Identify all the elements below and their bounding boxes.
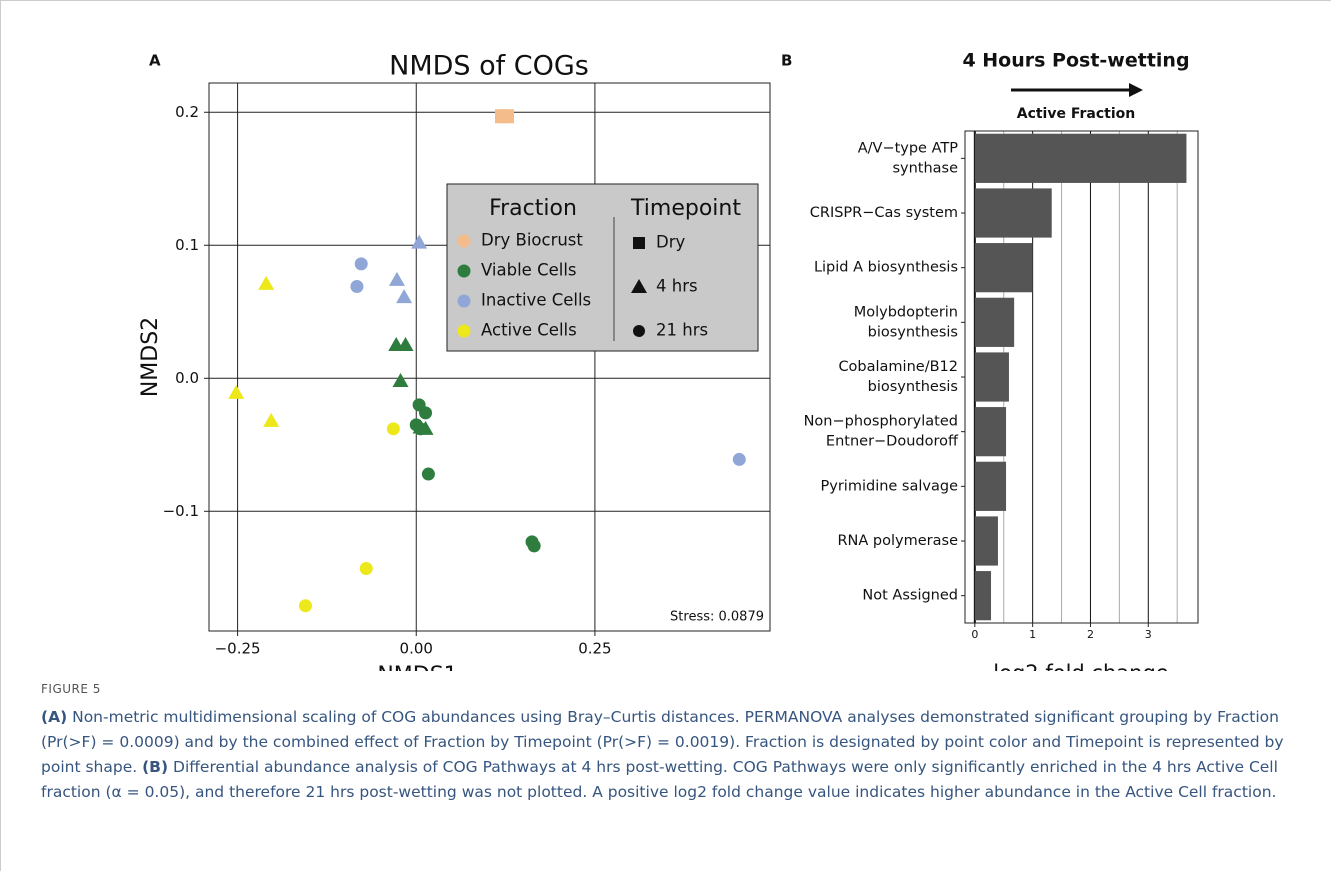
bar xyxy=(974,516,998,566)
point xyxy=(396,289,413,304)
point xyxy=(500,109,515,124)
y-tick-label: Molybdopterin xyxy=(854,304,958,320)
annotation: Stress: 0.0879 xyxy=(670,610,764,625)
bar xyxy=(974,461,1007,511)
y-tick-label: Not Assigned xyxy=(862,588,958,604)
point xyxy=(397,337,414,352)
x-tick-label: −0.25 xyxy=(215,640,261,658)
x-tick-label: 1 xyxy=(1029,628,1036,641)
legend-entry: 4 hrs xyxy=(656,277,698,296)
bar xyxy=(974,243,1033,293)
y-tick-label: Pyrimidine salvage xyxy=(821,478,959,494)
legend-shape xyxy=(631,279,647,293)
x-tick-label: 0.00 xyxy=(400,640,433,658)
legend-shape xyxy=(633,237,645,249)
point xyxy=(298,599,312,613)
legend-title: Fraction xyxy=(489,196,577,221)
legend-swatch xyxy=(457,294,471,308)
x-tick-label: 0.25 xyxy=(578,640,611,658)
legend-swatch xyxy=(457,234,471,248)
x-axis-label: NMDS1 xyxy=(377,663,457,671)
y-tick-label: Entner−Doudoroff xyxy=(826,434,959,450)
chart-title: 4 Hours Post-wetting xyxy=(962,50,1189,72)
panel-label: B xyxy=(781,52,792,70)
legend-box xyxy=(446,183,759,352)
point xyxy=(411,234,428,249)
point xyxy=(350,280,364,294)
caption-part: Differential abundance analysis of COG P… xyxy=(41,758,1278,801)
point xyxy=(354,257,368,271)
y-tick-label: Lipid A biosynthesis xyxy=(814,260,958,276)
caption-part: Non-metric multidimensional scaling of C… xyxy=(41,708,1284,776)
subtitle: Active Fraction xyxy=(1017,106,1136,122)
point xyxy=(388,271,405,286)
y-tick-label: Cobalamine/B12 xyxy=(838,359,958,375)
bar xyxy=(974,133,1187,183)
x-axis-label: log2 fold change xyxy=(993,661,1168,671)
charts: A NMDS of COGs −0.25 0.00 0.25 −0.1 0.0 0.1 0.2 N… xyxy=(138,50,1199,671)
caption-part: (A) xyxy=(41,708,68,726)
point xyxy=(392,372,409,387)
x-tick-label: 2 xyxy=(1087,628,1094,641)
y-tick-label: biosynthesis xyxy=(868,324,958,340)
point xyxy=(421,467,435,481)
y-tick-label: −0.1 xyxy=(163,502,199,520)
x-tick-label: 0 xyxy=(971,628,978,641)
point xyxy=(419,406,433,420)
bar xyxy=(974,407,1007,457)
caption-part: (B) xyxy=(142,758,169,776)
y-tick-label: CRISPR−Cas system xyxy=(810,205,958,221)
point xyxy=(386,422,400,436)
caption: FIGURE 5 (A) Non-metric multidimensional… xyxy=(41,677,1311,805)
y-tick-label: 0.1 xyxy=(175,236,199,254)
plot-border xyxy=(208,82,771,632)
bar xyxy=(974,188,1052,238)
x-tick-label: 3 xyxy=(1145,628,1152,641)
caption-text: (A) Non-metric multidimensional scaling … xyxy=(41,705,1311,805)
y-tick-label: Non−phosphorylated xyxy=(804,414,958,430)
legend-entry: Inactive Cells xyxy=(481,291,591,310)
y-tick-label: 0.2 xyxy=(175,103,199,121)
y-tick-label: A/V−type ATP xyxy=(858,140,959,156)
point xyxy=(359,561,373,575)
legend-entry: 21 hrs xyxy=(656,321,708,340)
y-tick-label: 0.0 xyxy=(175,369,199,387)
bar xyxy=(974,571,992,621)
y-axis-label: NMDS2 xyxy=(138,317,163,397)
legend-title: Timepoint xyxy=(630,196,741,221)
legend-entry: Dry xyxy=(656,233,685,252)
point xyxy=(258,275,275,290)
legend-entry: Dry Biocrust xyxy=(481,231,583,250)
legend-entry: Viable Cells xyxy=(481,261,577,280)
figure-label: FIGURE 5 xyxy=(41,682,101,696)
y-tick-label: biosynthesis xyxy=(868,379,958,395)
arrow-head xyxy=(1129,83,1143,97)
point xyxy=(228,384,245,399)
point xyxy=(414,422,428,436)
legend-shape xyxy=(633,325,645,337)
point xyxy=(732,452,746,466)
point xyxy=(527,539,541,553)
bar xyxy=(974,352,1009,402)
legend-swatch xyxy=(457,324,471,338)
chart-title: NMDS of COGs xyxy=(389,51,589,82)
legend-swatch xyxy=(457,264,471,278)
y-tick-label: RNA polymerase xyxy=(837,533,958,549)
point xyxy=(263,412,280,427)
panel-label: A xyxy=(149,52,161,70)
y-tick-label: synthase xyxy=(892,160,958,176)
plot-border xyxy=(964,130,1199,624)
bar xyxy=(974,297,1015,347)
legend-entry: Active Cells xyxy=(481,321,577,340)
